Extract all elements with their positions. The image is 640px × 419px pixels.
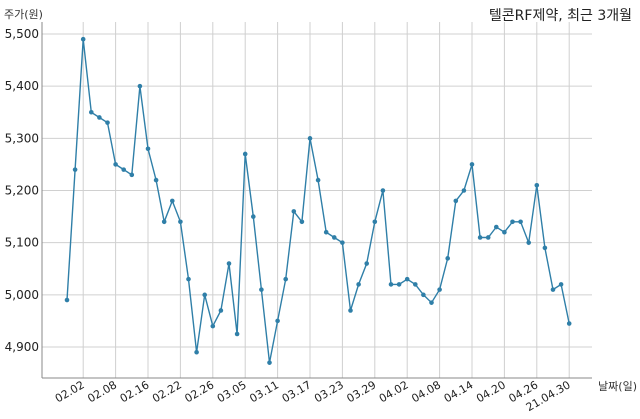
- price-line: [66, 39, 570, 363]
- price-point: [421, 292, 426, 298]
- x-tick-label: 04.14: [442, 378, 476, 405]
- price-point: [242, 151, 248, 157]
- x-tick-label: 03.05: [215, 378, 249, 405]
- y-tick-label: 5,200: [5, 184, 39, 198]
- price-point: [461, 188, 467, 193]
- price-point: [291, 209, 297, 214]
- price-point: [121, 167, 126, 172]
- price-point: [194, 349, 199, 355]
- y-tick-label: 5,500: [5, 27, 39, 41]
- price-point: [64, 297, 70, 303]
- price-point: [89, 109, 94, 115]
- price-point: [550, 287, 556, 292]
- price-point: [348, 308, 353, 313]
- price-point: [396, 282, 402, 287]
- price-point: [469, 162, 475, 167]
- y-tick-label: 5,300: [5, 131, 39, 145]
- price-point: [283, 276, 289, 282]
- x-tick-label: 03.29: [345, 378, 379, 405]
- price-point: [251, 214, 256, 219]
- price-point: [299, 219, 305, 225]
- x-tick-label: 02.22: [150, 378, 184, 405]
- x-tick-label: 03.11: [247, 378, 281, 405]
- price-point: [226, 261, 232, 266]
- price-point: [97, 115, 102, 120]
- price-point: [502, 229, 507, 235]
- price-point: [218, 308, 224, 313]
- x-axis-label: 날짜(일): [598, 380, 637, 393]
- price-point: [113, 162, 118, 167]
- price-point: [323, 229, 329, 235]
- x-tick-label: 03.23: [312, 378, 346, 405]
- x-tick-label: 02.16: [118, 378, 152, 405]
- price-point: [234, 331, 240, 337]
- price-point: [202, 292, 207, 298]
- price-point: [332, 235, 337, 240]
- axes: [41, 22, 592, 379]
- price-point: [485, 235, 491, 240]
- price-point: [477, 235, 483, 240]
- price-point: [72, 167, 78, 172]
- y-tick-labels: 4,900 5,000 5,100 5,200 5,300 5,400 5,500: [5, 27, 39, 354]
- price-point: [105, 120, 110, 125]
- x-tick-label: 02.26: [183, 378, 217, 405]
- price-point: [259, 287, 264, 292]
- price-point: [534, 182, 540, 188]
- price-point: [80, 36, 86, 42]
- price-point: [153, 177, 159, 183]
- y-tick-label: 5,100: [5, 236, 39, 250]
- price-point: [437, 287, 442, 292]
- price-point: [137, 83, 143, 89]
- x-tick-label: 03.17: [280, 378, 314, 405]
- price-point: [186, 276, 191, 282]
- x-tick-label: 02.02: [53, 378, 87, 405]
- price-point: [429, 300, 434, 305]
- price-point: [566, 321, 572, 326]
- x-tick-labels: 02.0202.0802.1602.2202.2603.0503.1103.17…: [53, 378, 573, 414]
- x-tick-label: 04.08: [409, 378, 443, 405]
- price-point: [453, 198, 459, 204]
- price-point: [161, 219, 167, 225]
- price-point: [372, 219, 378, 225]
- price-point: [315, 177, 321, 183]
- y-tick-label: 5,000: [5, 288, 39, 302]
- price-point: [542, 245, 548, 251]
- price-point: [494, 224, 499, 230]
- y-tick-label: 5,400: [5, 79, 39, 93]
- grid-lines: [42, 22, 592, 378]
- x-tick-label: 04.20: [474, 378, 508, 405]
- y-axis-label: 주가(원): [4, 8, 43, 21]
- price-point: [307, 136, 313, 141]
- price-point: [356, 282, 361, 287]
- price-point: [413, 282, 418, 287]
- x-tick-label: 02.08: [85, 378, 119, 405]
- price-point: [518, 219, 523, 225]
- price-point: [145, 146, 151, 152]
- price-point: [364, 261, 370, 266]
- price-point: [404, 276, 410, 282]
- x-tick-label: 04.02: [377, 378, 411, 405]
- price-point: [340, 240, 345, 245]
- price-point: [170, 198, 175, 204]
- price-point: [210, 323, 216, 329]
- price-point: [275, 318, 280, 324]
- price-point: [380, 188, 386, 193]
- price-point: [510, 219, 515, 225]
- price-point: [526, 240, 531, 245]
- price-point: [129, 172, 135, 178]
- price-point: [388, 282, 394, 287]
- price-points: [64, 36, 572, 365]
- chart-title: 텔콘RF제약, 최근 3개월: [488, 8, 632, 24]
- price-point: [267, 360, 272, 365]
- price-point: [178, 219, 183, 225]
- price-point: [558, 282, 564, 287]
- y-tick-label: 4,900: [5, 340, 39, 354]
- price-point: [445, 256, 451, 261]
